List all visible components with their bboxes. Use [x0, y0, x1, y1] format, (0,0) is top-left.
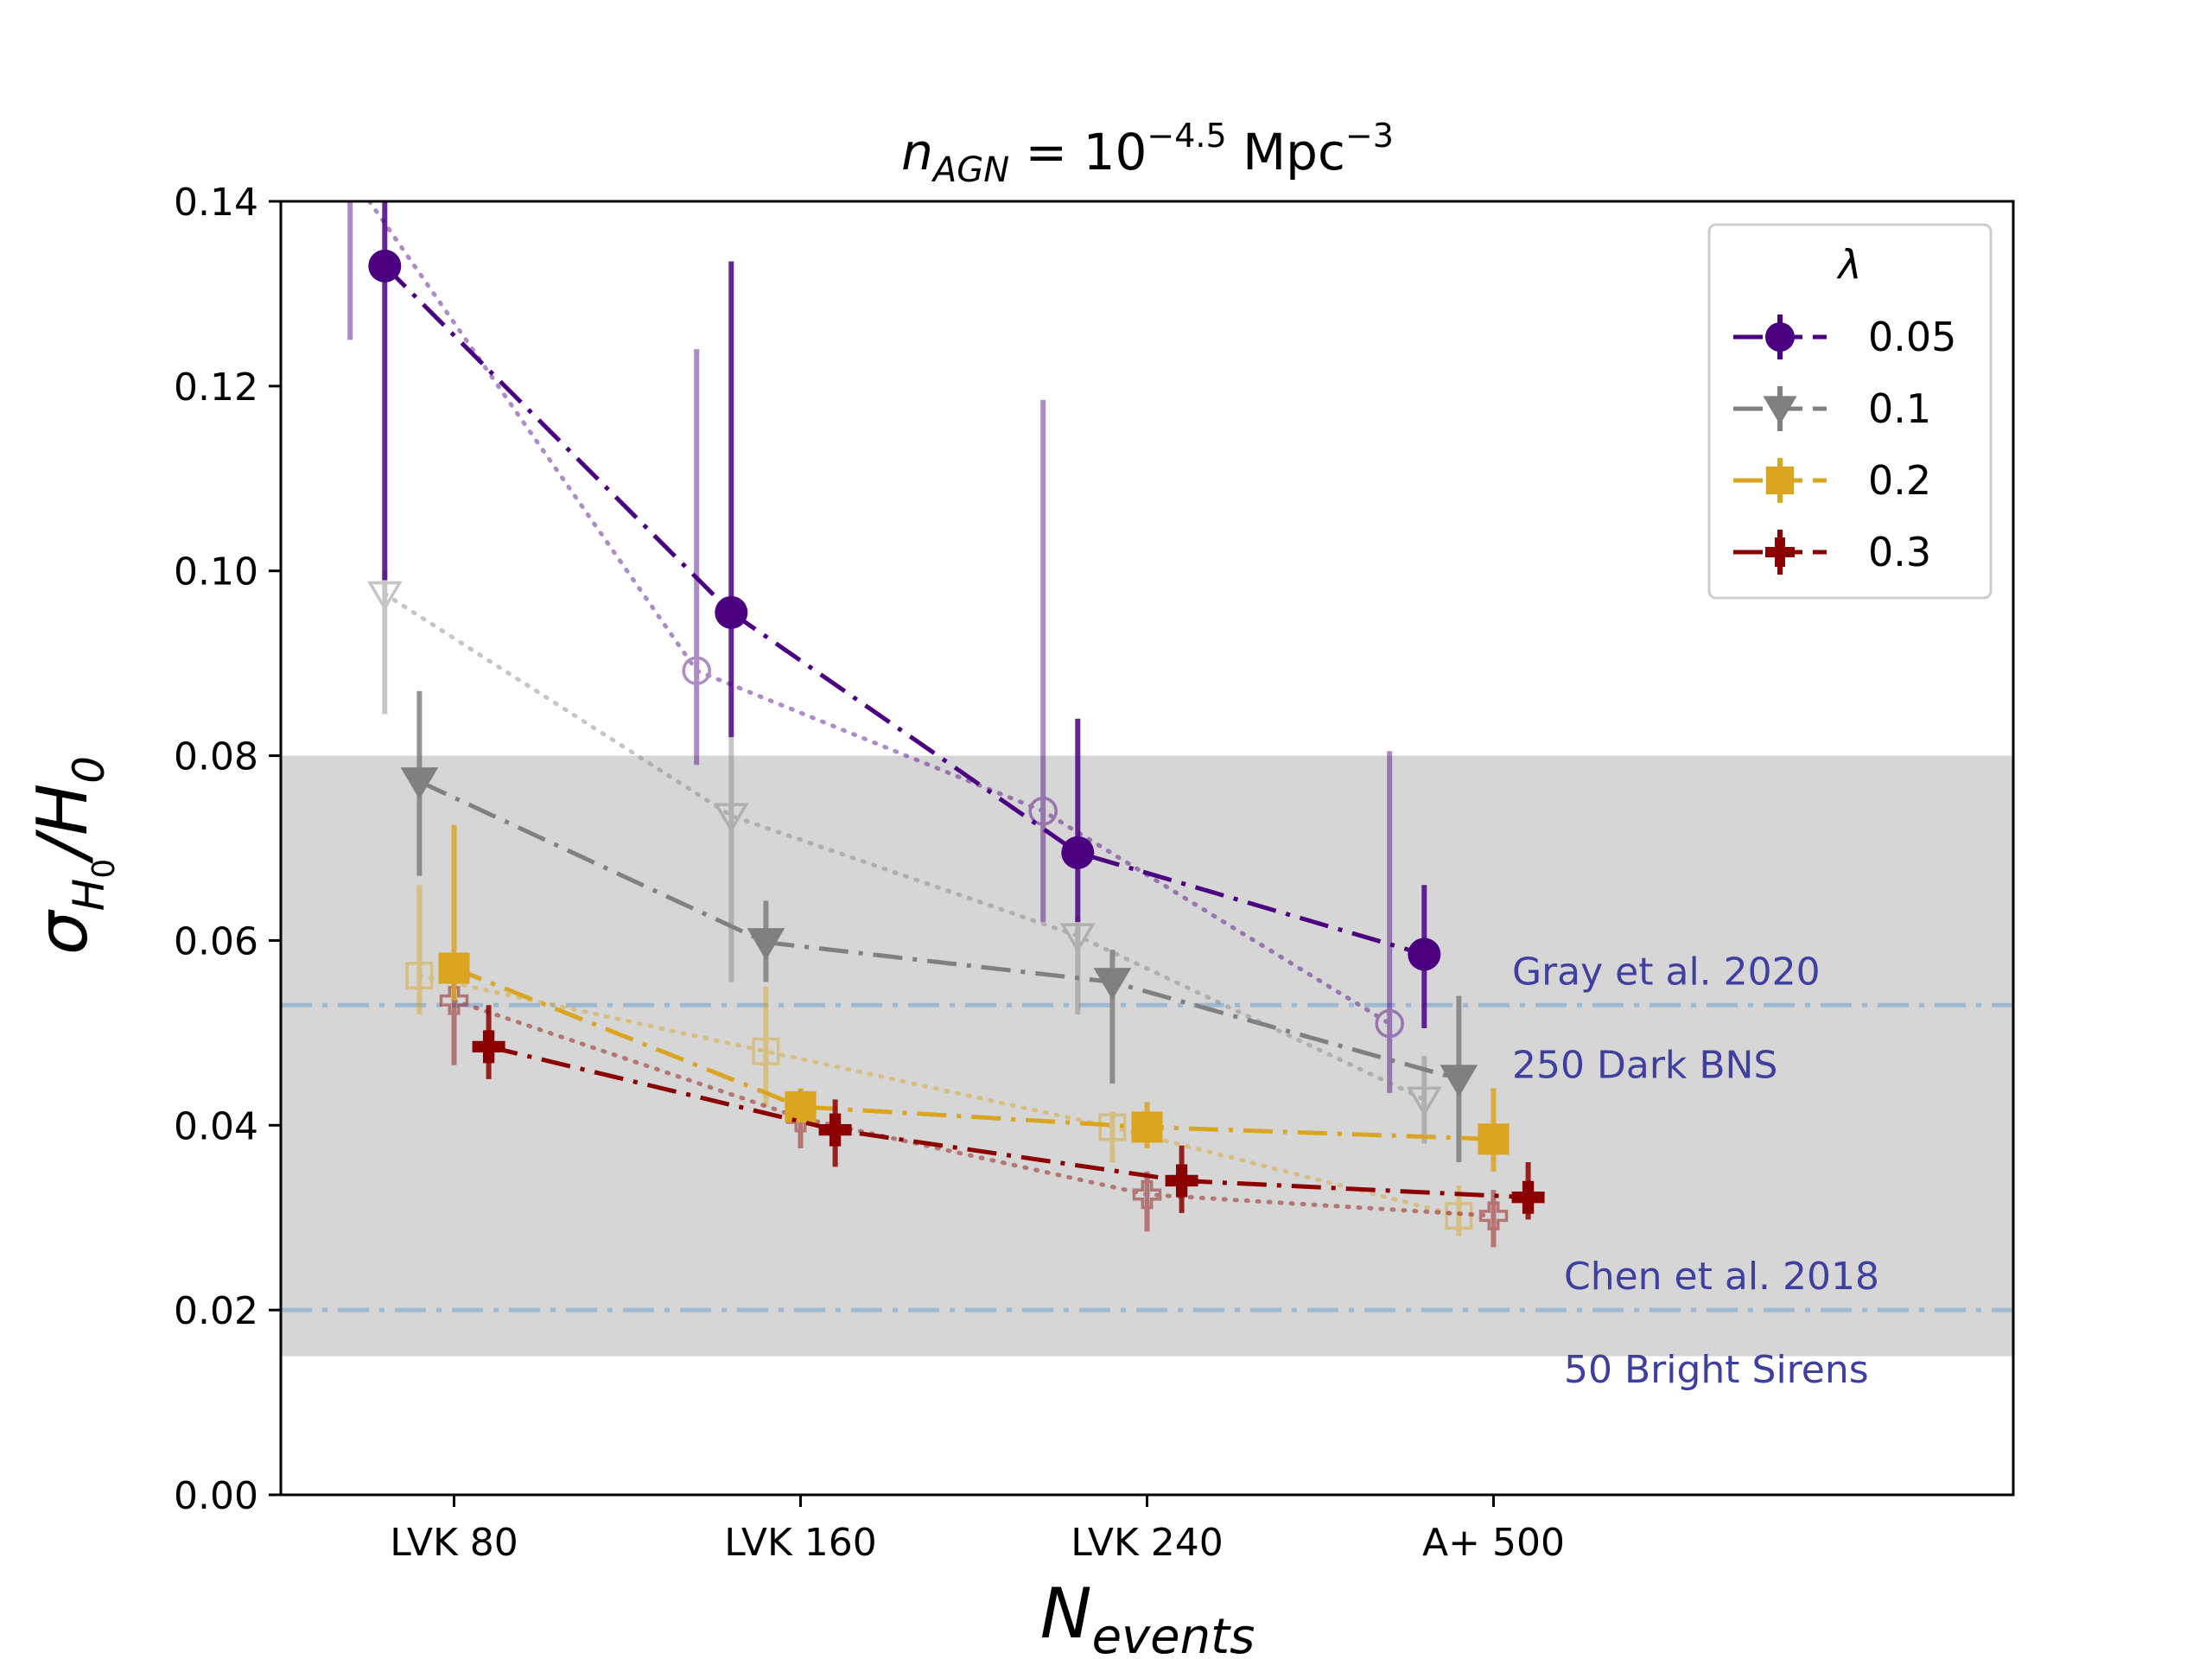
y-axis-title: σH0/H0	[22, 756, 122, 955]
data-layer	[337, 161, 1545, 1248]
faint-point	[1406, 1086, 1442, 1117]
data-point	[1061, 836, 1095, 869]
data-point	[1478, 1123, 1510, 1155]
faint-point	[366, 581, 403, 612]
faint-point-center	[347, 171, 353, 176]
reference-sublabel: 50 Bright Sirens	[1564, 1348, 1869, 1392]
data-point	[1131, 1111, 1163, 1143]
y-tick-label: 0.10	[174, 550, 258, 594]
data-point	[1093, 968, 1132, 1001]
faint-point	[682, 656, 711, 685]
legend: λ0.05 0.1 0.2 0.3	[1707, 223, 1993, 600]
data-point	[1408, 938, 1441, 971]
faint-point-center	[694, 668, 700, 674]
legend-marker	[1765, 322, 1795, 352]
faint-point	[1375, 1008, 1404, 1039]
legend-marker	[1765, 466, 1795, 495]
faint-line	[416, 973, 1461, 1218]
legend-label: 0.1	[1868, 385, 1931, 432]
data-point	[785, 1090, 817, 1122]
faint-point	[752, 1037, 780, 1065]
x-tick-label: A+ 500	[1422, 1521, 1565, 1565]
legend-label: 0.3	[1868, 529, 1931, 575]
series-2	[438, 824, 1510, 1172]
reference-sublabel: 250 Dark BNS	[1512, 1043, 1777, 1087]
y-tick-label: 0.08	[174, 735, 258, 779]
series-line	[418, 779, 1460, 1082]
x-tick-label: LVK 160	[724, 1521, 877, 1565]
faint-line	[382, 591, 1427, 1102]
plot-area: Gray et al. 2020 250 Dark BNS Chen et al. …	[174, 161, 2015, 1565]
data-point	[472, 1030, 505, 1064]
faint-line	[452, 998, 1496, 1218]
faint-point	[1059, 923, 1096, 953]
series-1	[400, 690, 1478, 1163]
series-line	[383, 264, 1426, 957]
faint-series-0	[337, 161, 1404, 1093]
legend-label: 0.05	[1868, 314, 1956, 360]
faint-point	[1478, 1201, 1509, 1230]
legend-marker	[1765, 537, 1795, 567]
x-tick-label: LVK 80	[390, 1521, 518, 1565]
faint-point	[1028, 796, 1058, 826]
legend-label: 0.2	[1868, 457, 1931, 504]
legend-entry: 0.1	[1733, 385, 1931, 432]
data-point	[1165, 1164, 1198, 1198]
faint-point-center	[1040, 808, 1046, 814]
faint-point	[713, 803, 749, 833]
reference-label: Chen et al. 2018	[1564, 1255, 1879, 1299]
faint-line	[366, 201, 1392, 1027]
y-tick-label: 0.06	[174, 919, 258, 963]
faint-point	[1132, 1179, 1162, 1210]
legend-entry: 0.3	[1733, 529, 1931, 575]
shaded-band	[281, 755, 2013, 1357]
y-tick-label: 0.04	[174, 1104, 258, 1148]
series-0	[368, 201, 1441, 1029]
legend-entry: 0.2	[1733, 457, 1931, 504]
faint-point	[439, 986, 469, 1015]
data-point	[747, 928, 785, 961]
data-point	[438, 952, 470, 984]
data-point	[1440, 1065, 1478, 1097]
data-point	[368, 249, 402, 283]
faint-point	[1098, 1113, 1127, 1141]
y-tick-label: 0.14	[174, 181, 258, 225]
data-point	[1511, 1180, 1545, 1214]
data-point	[715, 595, 748, 629]
y-tick-label: 0.00	[174, 1474, 258, 1518]
reference-label: Gray et al. 2020	[1512, 950, 1821, 994]
legend-marker	[1763, 396, 1797, 425]
data-point	[818, 1113, 852, 1147]
faint-point	[1445, 1202, 1473, 1230]
series-line	[488, 1044, 1529, 1200]
x-axis-title: Nevents	[1040, 1573, 1255, 1659]
y-tick-label: 0.02	[174, 1289, 258, 1333]
legend-entry: 0.05	[1733, 314, 1956, 360]
series-line	[453, 966, 1494, 1141]
x-tick-label: LVK 240	[1071, 1521, 1224, 1565]
faint-point	[337, 161, 363, 187]
series-3	[472, 1005, 1545, 1220]
faint-point	[405, 962, 434, 990]
data-point	[400, 767, 439, 800]
legend-title: λ	[1835, 241, 1861, 288]
faint-point-center	[1387, 1020, 1393, 1027]
chart-title: nAGN = 10−4.5 Mpc−3	[901, 117, 1394, 190]
y-tick-label: 0.12	[174, 365, 258, 410]
